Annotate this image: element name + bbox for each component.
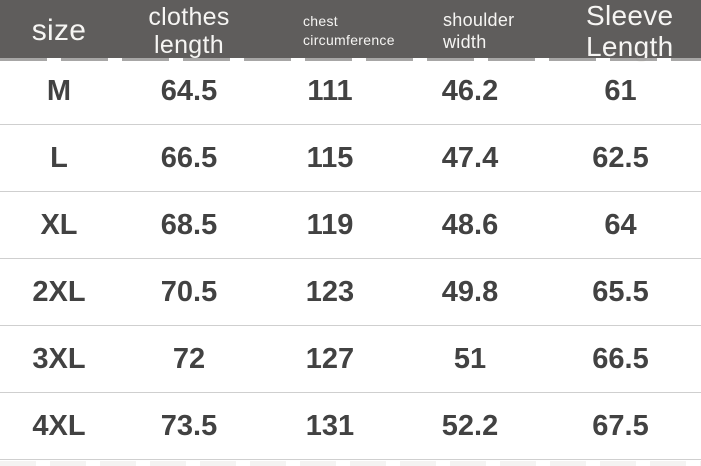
table-row-2xl: 2XL 70.5 123 49.8 65.5 xyxy=(0,259,701,326)
cell-sleeve-length: 61 xyxy=(604,74,637,107)
cell-shoulder-width: 52.2 xyxy=(441,409,499,442)
header-cell-shoulder-width: shoulder width xyxy=(400,0,540,62)
cell-shoulder-width: 47.4 xyxy=(441,141,499,174)
cell-clothes-length: 66.5 xyxy=(160,141,218,174)
cell-size: XL xyxy=(40,208,78,241)
header-cell-chest-circumference: chest circumference xyxy=(260,0,400,62)
cell-sleeve-length: 66.5 xyxy=(592,342,649,375)
cell-shoulder-width: 51 xyxy=(453,342,487,375)
cell-chest-circumference: 131 xyxy=(305,409,355,442)
header-label: size xyxy=(31,14,87,47)
cell-size: 4XL xyxy=(32,409,86,442)
cell-shoulder-width: 48.6 xyxy=(441,208,499,241)
cell-sleeve-length: 64 xyxy=(604,208,637,241)
cell-size: L xyxy=(50,141,68,174)
table-row-l: L 66.5 115 47.4 62.5 xyxy=(0,125,701,192)
cell-chest-circumference: 123 xyxy=(305,275,355,308)
cell-chest-circumference: 115 xyxy=(306,141,354,174)
cell-size: M xyxy=(46,74,72,107)
header-label: chest xyxy=(303,13,338,29)
cell-clothes-length: 72 xyxy=(172,342,206,375)
cell-clothes-length: 70.5 xyxy=(160,275,218,308)
cell-clothes-length: 68.5 xyxy=(160,208,218,241)
table-row-m: M 64.5 111 46.2 61 xyxy=(0,58,701,125)
header-label: width xyxy=(443,32,487,52)
cell-clothes-length: 64.5 xyxy=(160,74,218,107)
cell-chest-circumference: 119 xyxy=(306,208,354,241)
cell-clothes-length: 73.5 xyxy=(160,409,218,442)
table-row-xl: XL 68.5 119 48.6 64 xyxy=(0,192,701,259)
header-label: clothes xyxy=(148,3,230,31)
table-row-3xl: 3XL 72 127 51 66.5 xyxy=(0,326,701,393)
cell-sleeve-length: 62.5 xyxy=(592,141,649,174)
table-body: M 64.5 111 46.2 61 L 66.5 115 47.4 62.5 … xyxy=(0,58,701,460)
header-cell-clothes-length: clothes length xyxy=(118,0,260,62)
cell-sleeve-length: 65.5 xyxy=(592,275,649,308)
cell-shoulder-width: 49.8 xyxy=(441,275,499,308)
table-row-4xl: 4XL 73.5 131 52.2 67.5 xyxy=(0,393,701,460)
cell-size: 2XL xyxy=(32,275,86,308)
header-label: shoulder xyxy=(443,10,515,30)
cell-sleeve-length: 67.5 xyxy=(592,409,649,442)
cell-shoulder-width: 46.2 xyxy=(441,74,499,107)
header-label: Sleeve xyxy=(586,0,674,31)
header-cell-size: size xyxy=(0,0,118,62)
cell-chest-circumference: 127 xyxy=(305,342,355,375)
table-header: size clothes length chest circumference … xyxy=(0,0,701,62)
header-label: circumference xyxy=(303,32,395,48)
header-label: length xyxy=(154,31,224,59)
header-cell-sleeve-length: Sleeve Length xyxy=(540,0,701,62)
bottom-faded-strip xyxy=(0,461,701,466)
cell-chest-circumference: 111 xyxy=(307,74,353,107)
cell-size: 3XL xyxy=(32,342,86,375)
header-label: Length xyxy=(586,31,674,62)
